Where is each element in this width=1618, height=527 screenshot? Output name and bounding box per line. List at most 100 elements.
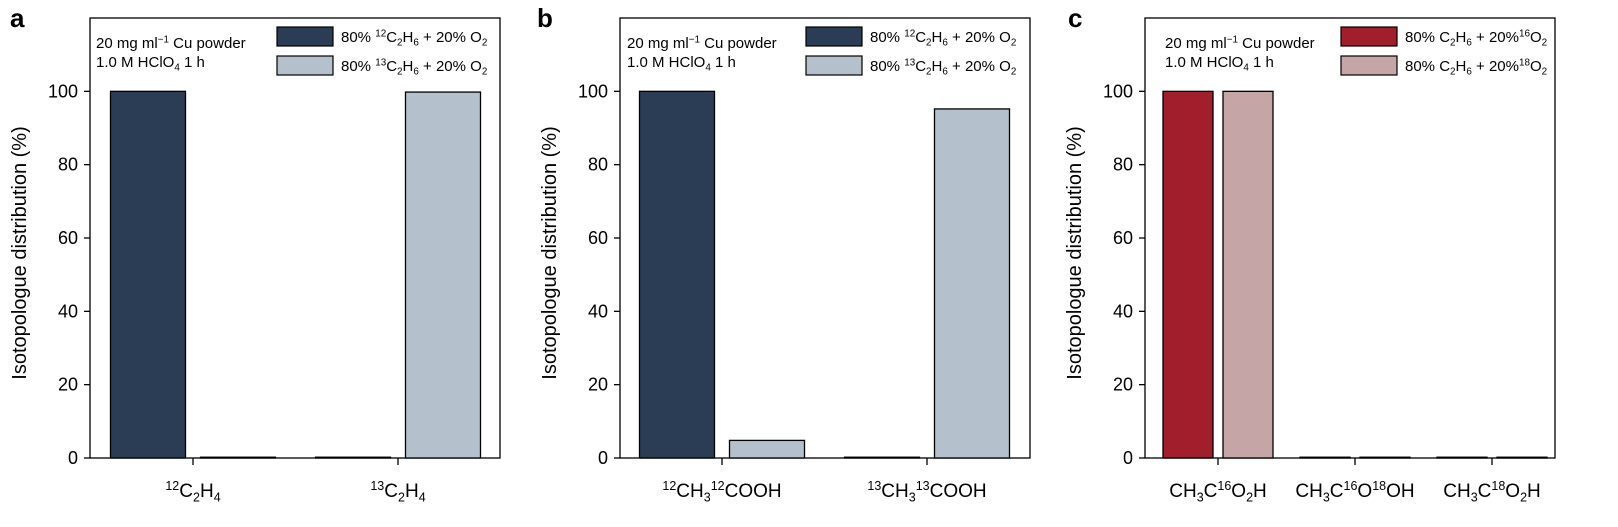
y-axis-label: Isotopologue distribution (%)	[1064, 126, 1086, 379]
text-run: 80%	[870, 58, 904, 75]
text-run: 6	[1466, 38, 1472, 49]
y-tick-label: 0	[598, 448, 608, 468]
y-tick-label: 80	[1113, 155, 1133, 175]
text-run: C	[915, 58, 926, 75]
text-run: 4	[419, 491, 426, 505]
x-category-label: CH3C18O2H	[1443, 479, 1541, 505]
text-run: 2	[1542, 67, 1548, 78]
text-run: −1	[1227, 34, 1239, 45]
text-run: 3	[1197, 491, 1204, 505]
legend-swatch	[1340, 55, 1398, 76]
text-run: 2	[1246, 491, 1253, 505]
text-run: 13	[916, 479, 930, 493]
text-run: 80%	[341, 58, 375, 75]
condition-annotation: 20 mg ml−1 Cu powder	[1165, 34, 1315, 52]
y-tick-label: 20	[1113, 375, 1133, 395]
bar-c-s1-c1	[1359, 456, 1411, 459]
text-run: 1.0 M HClO	[627, 54, 705, 71]
text-run: 3	[909, 491, 916, 505]
text-run: 3	[704, 491, 711, 505]
text-run: C	[1478, 481, 1492, 502]
text-run: C	[915, 29, 926, 46]
text-run: 13	[867, 479, 881, 493]
condition-annotation: 20 mg ml−1 Cu powder	[96, 34, 246, 52]
legend-entry: 80% C2H6 + 20%16O2	[1405, 28, 1547, 48]
y-tick-label: 40	[58, 301, 78, 321]
bar-c-s0-c1	[1299, 456, 1351, 459]
y-tick-label: 100	[578, 81, 608, 101]
text-run: 80% C	[1405, 29, 1450, 46]
text-run: 16	[1217, 479, 1231, 493]
text-run: 16	[1519, 28, 1530, 39]
y-tick-label: 60	[1113, 228, 1133, 248]
text-run: 20 mg ml	[96, 35, 158, 52]
y-tick-label: 80	[58, 155, 78, 175]
text-run: C	[1330, 481, 1344, 502]
condition-annotation: 1.0 M HClO4 1 h	[1165, 54, 1274, 74]
text-run: C	[386, 29, 397, 46]
text-run: 4	[705, 63, 711, 74]
legend-entry: 80% 12C2H6 + 20% O2	[870, 28, 1016, 48]
x-category-label: 13CH313COOH	[867, 479, 986, 505]
text-run: H	[200, 481, 214, 502]
text-run: H	[1253, 481, 1267, 502]
bar-c-s0-c0	[1162, 90, 1214, 459]
text-run: 1 h	[1249, 54, 1274, 71]
text-run: 6	[942, 67, 948, 78]
text-run: 6	[413, 67, 419, 78]
text-run: 2	[1450, 38, 1456, 49]
legend-swatch	[276, 55, 334, 76]
text-run: Cu powder	[169, 35, 246, 52]
text-run: CH	[881, 481, 908, 502]
y-tick-label: 40	[1113, 301, 1133, 321]
text-run: 4	[174, 63, 180, 74]
text-run: 18	[1372, 479, 1386, 493]
condition-annotation: 1.0 M HClO4 1 h	[627, 54, 736, 74]
text-run: 2	[193, 491, 200, 505]
panel-letter: c	[1068, 3, 1082, 33]
text-run: H	[1456, 29, 1467, 46]
legend-swatch	[805, 26, 863, 47]
legend-swatch	[276, 26, 334, 47]
text-run: 2	[1520, 491, 1527, 505]
text-run: 20 mg ml	[1165, 35, 1227, 52]
y-axis-label: Isotopologue distribution (%)	[9, 126, 31, 379]
text-run: OH	[1386, 481, 1415, 502]
text-run: 16	[1344, 479, 1358, 493]
legend-entry: 80% 12C2H6 + 20% O2	[341, 28, 487, 48]
condition-annotation: 1.0 M HClO4 1 h	[96, 54, 205, 74]
text-run: CH	[1295, 481, 1322, 502]
bar-b-s1-c0	[728, 439, 806, 459]
panel-letter: a	[10, 3, 25, 33]
text-run: 6	[942, 38, 948, 49]
panel-b: b 0 20 40 60 80 100 Isotopologue distribution (…	[537, 3, 1031, 505]
text-run: 2	[397, 67, 403, 78]
y-tick-label: 40	[588, 301, 608, 321]
text-run: 80%	[870, 29, 904, 46]
bar-a-s0-c0	[109, 90, 187, 459]
y-tick-label: 80	[588, 155, 608, 175]
text-run: O	[1357, 481, 1372, 502]
bar-c-s1-c0	[1222, 90, 1274, 459]
legend-entry: 80% C2H6 + 20%18O2	[1405, 57, 1547, 77]
bar-a-s1-c0	[199, 456, 277, 459]
text-run: −1	[689, 34, 701, 45]
y-tick-label: 100	[48, 81, 78, 101]
panel-letter: b	[537, 3, 553, 33]
text-run: CH	[1169, 481, 1196, 502]
y-tick-label: 0	[1123, 448, 1133, 468]
text-run: O	[1231, 481, 1246, 502]
panel-c: c 0 20 40 60 80 100 Isotopologue distribution (…	[1064, 3, 1556, 505]
legend-swatch	[1340, 26, 1398, 47]
text-run: + 20%	[1472, 29, 1519, 46]
text-run: O	[1505, 481, 1520, 502]
text-run: Cu powder	[1238, 35, 1315, 52]
text-run: + 20% O	[948, 58, 1011, 75]
y-tick-label: 60	[588, 228, 608, 248]
text-run: 18	[1491, 479, 1505, 493]
text-run: 6	[1466, 67, 1472, 78]
bar-b-s0-c0	[638, 90, 716, 459]
text-run: 2	[1542, 38, 1548, 49]
text-run: 2	[926, 38, 932, 49]
